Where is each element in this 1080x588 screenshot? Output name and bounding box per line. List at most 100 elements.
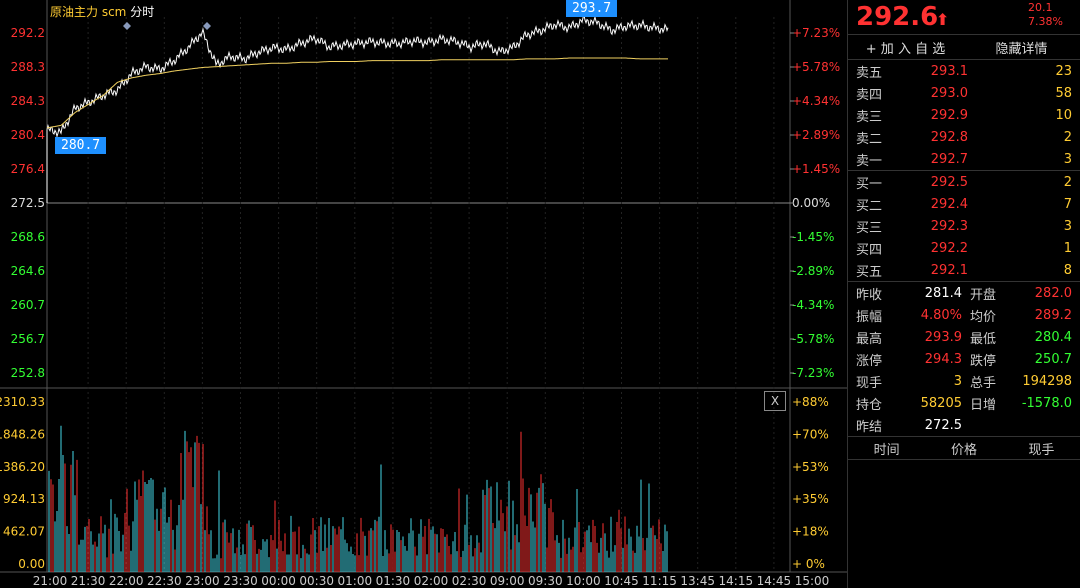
hide-details-button[interactable]: 隐藏详情 [995, 41, 1048, 57]
price-tick-label: 256.7 [11, 332, 45, 346]
time-tick-label: 10:45 [604, 574, 639, 588]
stat-row: 最高 293.9 最低 280.4 [848, 326, 1080, 348]
volume-tick-label: 462.07 [3, 525, 45, 539]
time-tick-label: 23:30 [223, 574, 258, 588]
stat-value: 294.3 [924, 351, 962, 367]
ask-level-label: 卖一 [856, 153, 883, 169]
time-tick-label: 21:30 [71, 574, 106, 588]
pct-tick-label: -4.34% [792, 298, 834, 312]
stat-value-2: -1578.0 [1021, 395, 1072, 411]
average-price-line [46, 57, 668, 129]
close-volume-button[interactable]: X [764, 391, 786, 411]
pct-tick-label: +4.34% [792, 94, 840, 108]
time-tick-label: 14:15 [719, 574, 754, 588]
intraday-chart[interactable]: 292.2 +7.23% 288.3 +5.78% 284.3 +4.34% 280.4 +2… [0, 0, 847, 588]
price-tick-label: 276.4 [11, 162, 45, 176]
price-tick-label: 268.6 [11, 230, 45, 244]
time-tick-label: 22:30 [147, 574, 182, 588]
ask-level-row[interactable]: 卖三 292.9 10 [848, 104, 1080, 126]
ask-level-volume: 58 [1055, 85, 1072, 101]
bid-level-price: 292.1 [930, 262, 968, 278]
stat-row: 振幅 4.80% 均价 289.2 [848, 304, 1080, 326]
time-tick-label: 23:00 [185, 574, 220, 588]
bid-level-price: 292.3 [930, 218, 968, 234]
stat-label: 振幅 [856, 309, 883, 325]
volume-pct-label: +18% [792, 525, 829, 539]
last-price: 292.6 [856, 2, 939, 32]
event-marker-icon [123, 22, 131, 30]
ask-level-price: 292.7 [930, 151, 968, 167]
pct-tick-label: +1.45% [792, 162, 840, 176]
pct-tick-label: +7.23% [792, 26, 840, 40]
stat-value: 272.5 [924, 417, 962, 433]
chart-canvas[interactable]: 292.2 +7.23% 288.3 +5.78% 284.3 +4.34% 280.4 +2… [0, 0, 847, 588]
ask-level-volume: 10 [1055, 107, 1072, 123]
volume-pct-label: +35% [792, 492, 829, 506]
bid-level-price: 292.5 [930, 174, 968, 190]
bid-level-row[interactable]: 买五 292.1 8 [848, 259, 1080, 281]
ask-level-volume: 23 [1055, 63, 1072, 79]
time-tick-label: 10:00 [566, 574, 601, 588]
time-tick-label: 14:45 [757, 574, 792, 588]
price-tick-label: 264.6 [11, 264, 45, 278]
bid-level-price: 292.2 [930, 240, 968, 256]
price-tick-label: 272.5 [11, 196, 45, 210]
high-price-callout: 293.7 [566, 0, 618, 17]
stat-value-2: 280.4 [1034, 329, 1072, 345]
volume-tick-label: 1386.20 [0, 460, 45, 474]
ask-level-price: 293.0 [930, 85, 968, 101]
up-arrow-icon: ⬆ [936, 10, 950, 29]
ask-level-price: 292.9 [930, 107, 968, 123]
bid-level-row[interactable]: 买四 292.2 1 [848, 237, 1080, 259]
stat-label: 持仓 [856, 397, 883, 413]
ask-level-volume: 3 [1063, 151, 1072, 167]
ask-level-row[interactable]: 卖二 292.8 2 [848, 126, 1080, 148]
stat-label-2: 总手 [970, 375, 997, 391]
stat-row: 昨收 281.4 开盘 282.0 [848, 282, 1080, 304]
volume-pct-label: + 0% [792, 557, 825, 571]
stat-row: 现手 3 总手 194298 [848, 370, 1080, 392]
pct-tick-label: -1.45% [792, 230, 834, 244]
bid-level-volume: 2 [1063, 174, 1072, 190]
time-tick-label: 01:00 [338, 574, 373, 588]
price-line [46, 13, 669, 138]
stat-value: 293.9 [924, 329, 962, 345]
instrument-name: 原油主力 scm [50, 5, 127, 19]
event-marker-icon [203, 22, 211, 30]
stat-row: 涨停 294.3 跌停 250.7 [848, 348, 1080, 370]
stat-label: 最高 [856, 331, 883, 347]
time-tick-label: 00:30 [299, 574, 334, 588]
volume-pct-label: +88% [792, 395, 829, 409]
stat-label: 涨停 [856, 353, 883, 369]
time-tick-label: 21:00 [33, 574, 68, 588]
ask-level-price: 293.1 [930, 63, 968, 79]
ask-level-row[interactable]: 卖一 292.7 3 [848, 148, 1080, 170]
add-watchlist-button[interactable]: + 加 入 自 选 [865, 41, 946, 57]
price-change-pct: 7.38% [1028, 15, 1063, 28]
bid-levels: 买一 292.5 2 买二 292.4 7 买三 292.3 3 买四 292.2 1 买五 292.1 8 [848, 171, 1080, 281]
price-tick-label: 260.7 [11, 298, 45, 312]
bid-level-label: 买五 [856, 264, 883, 280]
price-tick-label: 288.3 [11, 60, 45, 74]
ask-level-price: 292.8 [930, 129, 968, 145]
ask-level-row[interactable]: 卖五 293.1 23 [848, 60, 1080, 82]
stat-label-2: 开盘 [970, 287, 997, 303]
quote-header: 292.6 ⬆ 20.1 7.38% [848, 0, 1080, 35]
trades-vol-header: 现手 [1028, 442, 1055, 458]
bid-level-label: 买四 [856, 242, 883, 258]
bid-level-row[interactable]: 买一 292.5 2 [848, 171, 1080, 193]
pct-tick-label: -2.89% [792, 264, 834, 278]
quote-stats: 昨收 281.4 开盘 282.0 振幅 4.80% 均价 289.2 最高 293.9 最低 280… [848, 282, 1080, 436]
pct-tick-label: -7.23% [792, 366, 834, 380]
bid-level-row[interactable]: 买三 292.3 3 [848, 215, 1080, 237]
price-tick-label: 252.8 [11, 366, 45, 380]
chart-title: 原油主力 scm 分时 [50, 3, 154, 20]
bid-level-row[interactable]: 买二 292.4 7 [848, 193, 1080, 215]
volume-pct-label: +53% [792, 460, 829, 474]
ask-level-label: 卖四 [856, 87, 883, 103]
ask-level-row[interactable]: 卖四 293.0 58 [848, 82, 1080, 104]
quote-actions: + 加 入 自 选 隐藏详情 [848, 35, 1080, 60]
bid-level-volume: 7 [1063, 196, 1072, 212]
volume-tick-label: 924.13 [3, 492, 45, 506]
volume-pct-label: +70% [792, 427, 829, 441]
